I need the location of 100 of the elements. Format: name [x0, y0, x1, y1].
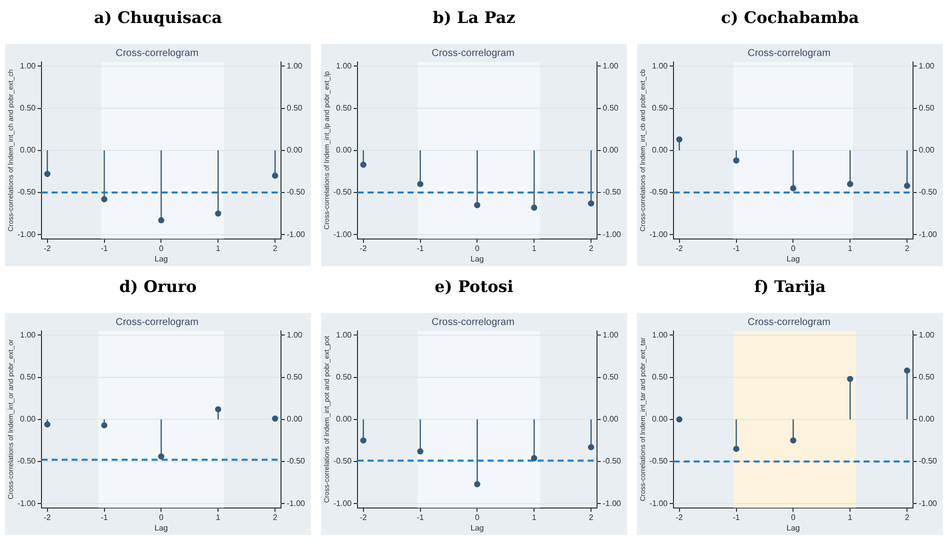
- point: [417, 180, 424, 188]
- x-tick-label: 1: [532, 512, 537, 522]
- y-tick-label: -1.00: [17, 230, 36, 239]
- y-tick-label: -0.50: [17, 188, 36, 197]
- chart-subtitle: Cross-correlogram: [432, 48, 514, 59]
- chart-title: a) Chuquisaca: [93, 7, 223, 29]
- x-axis-title: Lag: [470, 254, 484, 264]
- point: [272, 172, 278, 179]
- point: [101, 196, 108, 202]
- y2-tick-label: -0.50: [918, 456, 938, 466]
- point: [417, 448, 424, 454]
- y2-tick-label: 0.50: [918, 372, 935, 382]
- point: [360, 162, 366, 168]
- point: [44, 421, 50, 428]
- y-tick-label: 1.00: [336, 330, 352, 340]
- y2-tick-label: -1.00: [602, 498, 622, 508]
- y-tick-label: 0.00: [336, 414, 352, 424]
- y-tick-label: 1.00: [20, 330, 36, 340]
- x-tick-label: -2: [676, 244, 684, 253]
- x-axis-title: Lag: [786, 523, 800, 532]
- y-tick-label: 0.00: [20, 146, 36, 155]
- y-tick-label: -1.00: [649, 230, 668, 239]
- point: [588, 444, 594, 450]
- y-tick-label: 1.00: [336, 61, 352, 70]
- point: [101, 422, 108, 428]
- y2-tick-label: -1.00: [918, 498, 938, 508]
- y2-tick-label: -0.50: [918, 188, 938, 197]
- x-tick-label: -2: [44, 512, 52, 522]
- y2-tick-label: -1.00: [918, 230, 938, 239]
- point: [904, 182, 910, 189]
- y-tick-label: -1.00: [17, 498, 36, 508]
- chart-title: c) Cochabamba: [720, 7, 860, 29]
- x-axis-title: Lag: [154, 254, 168, 264]
- y2-tick-label: 1.00: [918, 61, 935, 70]
- y-tick-label: -0.50: [649, 188, 668, 197]
- x-tick-label: 0: [790, 512, 796, 522]
- y-tick-label: 0.50: [336, 104, 352, 113]
- chart-title: d) Oruro: [118, 276, 198, 298]
- chart-subtitle: Cross-correlogram: [116, 48, 198, 59]
- point: [790, 185, 796, 192]
- point: [474, 202, 480, 208]
- x-tick-label: 2: [588, 244, 594, 253]
- x-axis-title: Lag: [154, 523, 168, 532]
- y-tick-label: 0.00: [652, 414, 668, 424]
- chart-title: b) La Paz: [432, 7, 516, 29]
- point: [531, 455, 538, 462]
- x-tick-label: -1: [100, 244, 108, 253]
- y2-tick-label: -1.00: [602, 230, 622, 239]
- chart-title: f) Tarija: [753, 276, 827, 298]
- point: [733, 157, 740, 164]
- y2-tick-label: 0.50: [918, 104, 935, 113]
- y-tick-label: -0.50: [333, 456, 352, 466]
- y-tick-label: -0.50: [333, 188, 352, 197]
- x-axis-title: Lag: [470, 523, 484, 532]
- y-tick-label: -0.50: [17, 456, 36, 466]
- y2-tick-label: -0.50: [602, 456, 622, 466]
- point: [790, 437, 796, 444]
- point: [531, 204, 538, 211]
- y2-tick-label: 1.00: [602, 61, 619, 70]
- y-tick-label: 0.00: [336, 146, 352, 155]
- point: [847, 180, 854, 188]
- point: [588, 200, 594, 207]
- x-tick-label: 0: [158, 512, 164, 522]
- y2-tick-label: -1.00: [286, 498, 306, 508]
- x-tick-label: -1: [732, 244, 740, 253]
- y2-tick-label: 0.50: [602, 372, 619, 382]
- y-tick-label: 1.00: [652, 61, 668, 70]
- x-tick-label: -1: [100, 512, 108, 522]
- x-tick-label: 1: [532, 244, 537, 253]
- y2-tick-label: 0.00: [286, 146, 303, 155]
- y-tick-label: -1.00: [333, 230, 352, 239]
- y-tick-label: 0.50: [652, 104, 668, 113]
- x-tick-label: 2: [272, 244, 278, 253]
- y-tick-label: 0.50: [336, 372, 352, 382]
- y2-tick-label: 1.00: [918, 330, 935, 340]
- chart-subtitle: Cross-correlogram: [748, 48, 830, 59]
- y2-tick-label: 0.50: [286, 372, 303, 382]
- y-tick-label: -1.00: [333, 498, 352, 508]
- point: [847, 376, 854, 382]
- y-tick-label: 1.00: [652, 330, 668, 340]
- y2-tick-label: -1.00: [286, 230, 306, 239]
- y2-tick-label: 0.00: [286, 414, 303, 424]
- x-tick-label: 1: [216, 244, 221, 253]
- y2-tick-label: -0.50: [286, 456, 306, 466]
- point: [215, 406, 222, 412]
- y-tick-label: 0.00: [652, 146, 668, 155]
- x-tick-label: -1: [416, 244, 424, 253]
- x-axis-title: Lag: [786, 254, 800, 264]
- y2-tick-label: 1.00: [286, 330, 303, 340]
- x-tick-label: 0: [474, 244, 480, 253]
- point: [44, 170, 50, 178]
- y2-tick-label: -0.50: [602, 188, 622, 197]
- x-tick-label: -1: [416, 512, 424, 522]
- chart-subtitle: Cross-correlogram: [432, 316, 514, 328]
- x-tick-label: 2: [588, 512, 594, 522]
- point: [676, 136, 682, 143]
- y2-tick-label: 1.00: [286, 61, 303, 70]
- point: [272, 415, 278, 422]
- x-tick-label: -2: [44, 244, 52, 253]
- point: [215, 210, 222, 217]
